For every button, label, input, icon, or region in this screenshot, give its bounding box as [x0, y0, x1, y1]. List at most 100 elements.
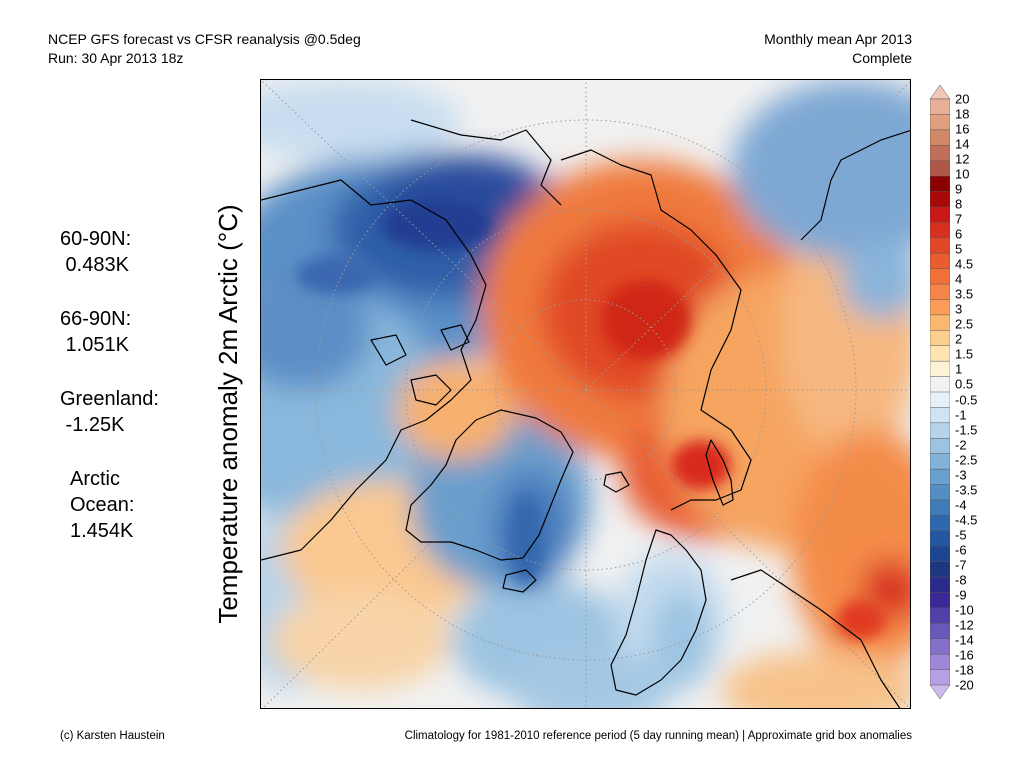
coastline-scandinavia [610, 529, 707, 696]
colorbar-swatch [930, 669, 950, 686]
colorbar-swatch [930, 484, 950, 501]
colorbar-swatch [930, 592, 950, 609]
stat-66-90n: 66-90N: 1.051K [60, 306, 159, 358]
colorbar-label: 1 [955, 361, 963, 377]
stat-greenland: Greenland: -1.25K [60, 386, 159, 438]
credit-text: (c) Karsten Haustein [60, 730, 165, 742]
colorbar-label: 5 [955, 241, 963, 257]
colorbar-swatch [930, 407, 950, 424]
colorbar-swatch [930, 530, 950, 547]
colorbar-swatch [930, 175, 950, 193]
colorbar-swatch [930, 314, 950, 332]
coastline-eurasia-east [800, 130, 910, 241]
colorbar-label: 14 [955, 136, 970, 152]
colorbar-label: 7 [955, 211, 963, 227]
colorbar-swatch [930, 145, 950, 162]
colorbar-swatch [930, 468, 950, 486]
colorbar-label: 2.5 [955, 316, 974, 332]
title-line-1: NCEP GFS forecast vs CFSR reanalysis @0.… [48, 31, 361, 47]
coastline-greenland [405, 409, 574, 561]
coastline-alaska [410, 119, 562, 206]
colorbar-swatch [930, 623, 950, 640]
stat-label: Arctic [70, 468, 120, 490]
colorbar-label: -12 [955, 617, 974, 633]
anomaly-details [296, 200, 886, 640]
colorbar-label: 1.5 [955, 346, 974, 362]
colorbar-label: -10 [955, 602, 974, 618]
colorbar-label: -1.5 [955, 422, 978, 438]
colorbar-label: 4 [955, 271, 963, 287]
colorbar-label: -0.5 [955, 392, 978, 407]
stat-label: Greenland: [60, 388, 159, 410]
colorbar-swatch [930, 515, 950, 532]
map-title-vertical: Temperature anomaly 2m Arctic (°C) [213, 204, 243, 624]
colorbar-label: 0.5 [955, 376, 974, 392]
coastline-novaya-zemlya [705, 439, 734, 506]
stat-value: 0.483K [60, 254, 129, 276]
colorbar-label: -9 [955, 587, 967, 603]
anomaly-map [260, 79, 911, 709]
colorbar-label: -18 [955, 662, 974, 678]
colorbar-label: 10 [955, 166, 970, 182]
map-coastlines [261, 119, 910, 708]
colorbar-label: -14 [955, 632, 974, 648]
colorbar-swatch [930, 422, 950, 440]
stat-value: 1.454K [70, 520, 134, 542]
colorbar-swatch [930, 499, 950, 517]
colorbar-label: 6 [955, 226, 963, 242]
colorbar-swatch [930, 561, 950, 578]
colorbar-label: 2 [955, 331, 963, 347]
colorbar-label: 3.5 [955, 286, 974, 302]
colorbar-swatch [930, 360, 950, 378]
stat-label-2: Ocean: [70, 494, 135, 516]
coastline-arctic-archipelago [370, 324, 470, 406]
colorbar-swatch [930, 576, 950, 594]
colorbar-swatch [930, 684, 950, 699]
footnote-text: Climatology for 1981-2010 reference peri… [404, 730, 912, 742]
colorbar-label: 4.5 [955, 256, 974, 272]
colorbar-swatch [930, 237, 950, 254]
period-line-1: Monthly mean Apr 2013 [764, 31, 912, 47]
colorbar-swatch [930, 129, 950, 147]
period-line-2: Complete [852, 50, 912, 66]
colorbar-label: -4.5 [955, 512, 978, 528]
header-left: NCEP GFS forecast vs CFSR reanalysis @0.… [48, 30, 361, 68]
colorbar-swatch [930, 330, 950, 347]
colorbar-swatch [930, 438, 950, 455]
colorbar-label: -7 [955, 557, 967, 573]
stat-60-90n: 60-90N: 0.483K [60, 226, 159, 278]
region-stats: 60-90N: 0.483K 66-90N: 1.051K Greenland:… [60, 226, 159, 572]
colorbar-swatch [930, 545, 950, 563]
colorbar-label: 16 [955, 121, 970, 137]
colorbar-swatch [930, 85, 950, 100]
colorbar-label: -20 [955, 677, 974, 693]
stat-value: -1.25K [60, 414, 125, 436]
title-line-2: Run: 30 Apr 2013 18z [48, 50, 184, 66]
anomaly-map-svg [261, 80, 910, 708]
colorbar [930, 85, 950, 699]
stat-arctic-ocean: Arctic Ocean: 1.454K [60, 466, 159, 544]
colorbar-label: 12 [955, 151, 970, 167]
colorbar-swatch [930, 268, 950, 285]
colorbar-swatch [930, 283, 950, 301]
colorbar-label: -2 [955, 437, 967, 453]
map-graticule [261, 80, 910, 708]
colorbar-label: -6 [955, 542, 967, 558]
colorbar-swatch [930, 191, 950, 208]
coastline-svalbard [603, 471, 630, 493]
colorbar-swatch [930, 453, 950, 470]
header-right: Monthly mean Apr 2013 Complete [764, 30, 912, 68]
colorbar-label: -5 [955, 527, 967, 543]
colorbar-label: -2.5 [955, 452, 978, 468]
anomaly-field [261, 80, 910, 708]
colorbar-swatch [930, 653, 950, 671]
colorbar-swatch [930, 345, 950, 362]
colorbar-label: -8 [955, 572, 967, 588]
colorbar-swatch [930, 607, 950, 625]
colorbar-label: -1 [955, 407, 967, 423]
colorbar-label: -16 [955, 647, 974, 663]
colorbar-label: -3 [955, 467, 967, 483]
colorbar-label: 3 [955, 301, 963, 317]
colorbar-swatch [930, 376, 950, 393]
colorbar-label: 18 [955, 106, 970, 122]
